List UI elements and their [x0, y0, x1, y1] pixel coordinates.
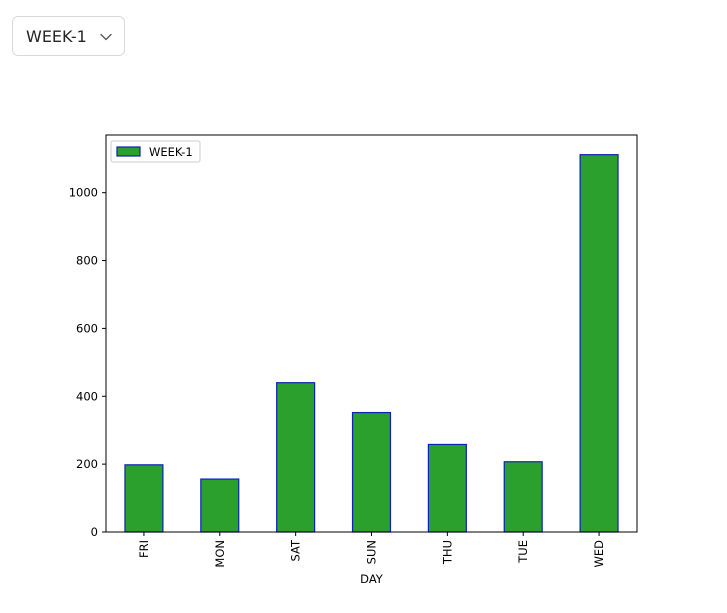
legend-box — [110, 140, 201, 163]
y-tick-label: 200 — [76, 457, 98, 471]
bar-fri — [124, 464, 164, 533]
bar-mon — [200, 478, 240, 533]
bar-thu — [427, 443, 467, 533]
x-tick-label-wed: WED — [592, 540, 606, 568]
bar-tue — [503, 461, 543, 533]
chevron-down-icon[interactable] — [99, 30, 113, 44]
y-tick-label: 800 — [76, 254, 98, 268]
y-tick-label: 0 — [91, 525, 98, 539]
week-select-dropdown[interactable]: WEEK-1 — [12, 16, 125, 56]
bar-wed — [579, 154, 619, 533]
x-axis-label: DAY — [360, 572, 384, 586]
legend-label: WEEK-1 — [149, 145, 193, 159]
legend-swatch — [116, 146, 141, 157]
week-select-value: WEEK-1 — [26, 27, 87, 46]
bar-sat — [276, 382, 316, 533]
bar-sun — [351, 411, 392, 533]
x-tick-label-thu: THU — [440, 540, 454, 565]
x-tick-label-sat: SAT — [289, 539, 303, 561]
x-tick-label-tue: TUE — [516, 540, 530, 564]
y-tick-label: 600 — [76, 321, 98, 335]
x-tick-label-sun: SUN — [365, 540, 379, 564]
x-tick-label-mon: MON — [213, 540, 227, 568]
x-tick-label-fri: FRI — [137, 540, 151, 558]
legend: WEEK-1 — [110, 140, 201, 163]
y-tick-label: 1000 — [69, 186, 98, 200]
y-tick-label: 400 — [76, 389, 98, 403]
